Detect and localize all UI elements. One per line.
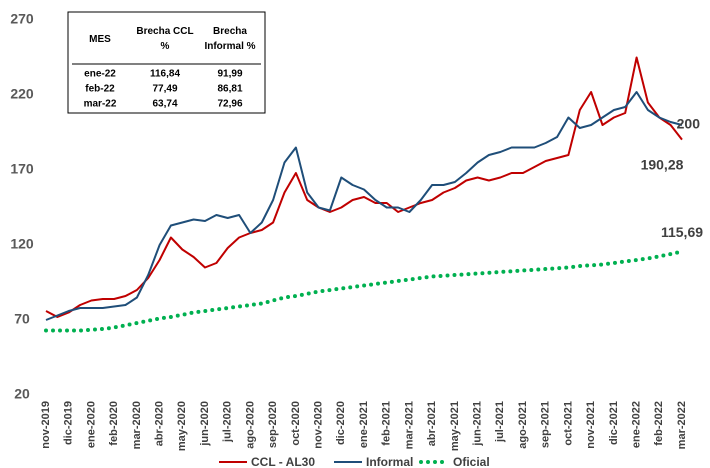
x-tick-label: dic-2021 — [608, 401, 620, 445]
table-cell: 77,49 — [152, 84, 177, 95]
x-tick-label: sep-2020 — [267, 401, 279, 448]
table-header: MES — [89, 34, 111, 45]
x-tick-label: mar-2021 — [403, 401, 415, 449]
x-tick-label: dic-2020 — [335, 401, 347, 445]
x-tick-label: abr-2020 — [153, 401, 165, 446]
x-tick-label: jul-2020 — [222, 401, 234, 443]
x-tick-label: may-2020 — [176, 401, 188, 451]
x-tick-label: jun-2020 — [199, 401, 211, 447]
table-cell: 91,99 — [217, 69, 242, 80]
x-tick-label: mar-2022 — [676, 401, 688, 449]
value-label: 115,69 — [661, 224, 703, 240]
x-tick-label: nov-2019 — [40, 401, 52, 449]
table-cell: 63,74 — [152, 99, 177, 110]
x-tick-label: nov-2021 — [585, 401, 597, 449]
legend-label: Informal — [366, 455, 413, 468]
y-tick-label: 120 — [10, 236, 34, 252]
table-cell: 116,84 — [150, 69, 180, 80]
table-header: Brecha CCL % — [136, 26, 194, 52]
x-tick-label: mar-2020 — [131, 401, 143, 449]
x-tick-label: nov-2020 — [312, 401, 324, 449]
x-tick-label: feb-2021 — [381, 401, 393, 446]
x-tick-label: ene-2020 — [85, 401, 97, 448]
x-tick-label: abr-2021 — [426, 401, 438, 446]
x-tick-label: jul-2021 — [494, 401, 506, 443]
table-frame — [67, 11, 266, 114]
x-tick-label: feb-2020 — [108, 401, 120, 446]
x-tick-label: ene-2022 — [630, 401, 642, 448]
x-tick-label: may-2021 — [449, 401, 461, 451]
x-tick-label: ago-2020 — [244, 401, 256, 449]
table-header-cell: Brecha Informal % — [204, 26, 256, 52]
table-cell: ene-22 — [84, 69, 116, 80]
table-cell: mar-22 — [84, 99, 117, 110]
legend-label: CCL - AL30 — [251, 455, 315, 468]
table-cell: 72,96 — [217, 99, 242, 110]
x-tick-label: jun-2021 — [471, 401, 483, 447]
x-tick-label: ene-2021 — [358, 401, 370, 448]
series-line — [44, 249, 684, 333]
y-tick-label: 70 — [14, 311, 30, 327]
x-tick-label: oct-2021 — [562, 401, 574, 446]
legend-label: Oficial — [453, 455, 490, 468]
y-tick-label: 270 — [10, 11, 34, 27]
value-label: 200 — [677, 116, 701, 132]
x-tick-label: feb-2022 — [653, 401, 665, 446]
y-tick-label: 170 — [10, 161, 34, 177]
table-header-cell: MES — [89, 34, 111, 45]
x-tick-label: ago-2021 — [517, 401, 529, 449]
table-header: Brecha Informal % — [204, 26, 256, 52]
x-tick-label: sep-2021 — [540, 401, 552, 448]
value-label: 190,28 — [641, 156, 684, 172]
table-cell: 86,81 — [217, 84, 242, 95]
y-tick-label: 20 — [14, 386, 30, 402]
series-line — [45, 91, 683, 321]
x-tick-label: dic-2019 — [63, 401, 75, 445]
table-header-cell: Brecha CCL % — [136, 26, 194, 52]
table-cell: feb-22 — [85, 84, 115, 95]
x-tick-label: oct-2020 — [290, 401, 302, 446]
y-tick-label: 220 — [10, 86, 34, 102]
